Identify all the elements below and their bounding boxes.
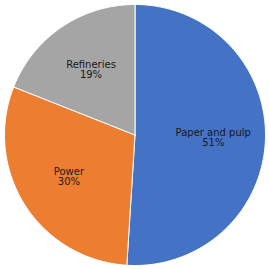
svg-text:Refineries19%: Refineries19%	[66, 59, 116, 80]
svg-text:Paper and pulp51%: Paper and pulp51%	[176, 127, 251, 148]
svg-text:Power30%: Power30%	[54, 166, 85, 187]
